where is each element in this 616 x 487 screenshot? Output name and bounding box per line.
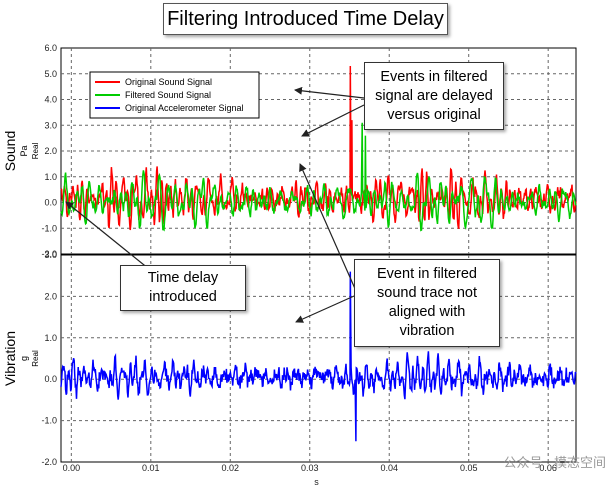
x-tick-label: 0.05	[460, 463, 478, 473]
y-tick-label: 0.0	[44, 374, 57, 384]
y-axis-unit-vibration: g	[19, 356, 29, 361]
y-axis-unit-sound: Pa	[19, 145, 29, 156]
legend-label: Original Accelerometer Signal	[125, 103, 244, 113]
callout-time-delay: Time delay introduced	[120, 265, 246, 311]
series-line-original-accelerometer-signal	[60, 271, 577, 442]
y-tick-label: 2.0	[44, 146, 57, 156]
y-tick-label: 4.0	[44, 95, 57, 105]
y-tick-label: 2.0	[44, 291, 57, 301]
x-tick-label: 0.06	[539, 463, 557, 473]
y-axis-label-vibration: Vibration	[2, 331, 18, 386]
x-tick-label: 0.00	[63, 463, 81, 473]
y-tick-label: -1.0	[41, 416, 57, 426]
y-tick-label: 5.0	[44, 69, 57, 79]
annotation-arrow	[299, 163, 361, 301]
y-tick-label: -1.0	[41, 223, 57, 233]
y-axis-scale-sound: Real	[31, 143, 40, 160]
y-axis-scale-vibration: Real	[31, 350, 40, 367]
x-axis-label: s	[314, 477, 319, 487]
y-tick-label: -2.0	[41, 249, 57, 259]
y-tick-label: 1.0	[44, 333, 57, 343]
y-tick-label: 1.0	[44, 172, 57, 182]
y-tick-label: 6.0	[44, 43, 57, 53]
y-tick-label: 0.0	[44, 198, 57, 208]
callout-event-not-aligned: Event in filtered sound trace not aligne…	[354, 259, 500, 347]
chart-title: Filtering Introduced Time Delay	[163, 3, 448, 35]
y-tick-label: -2.0	[41, 457, 57, 467]
annotation-arrow	[301, 104, 365, 137]
x-tick-label: 0.03	[301, 463, 319, 473]
x-tick-label: 0.02	[222, 463, 240, 473]
y-tick-label: 3.0	[44, 120, 57, 130]
y-tick-label: 3.0	[44, 250, 57, 260]
legend-label: Filtered Sound Signal	[125, 90, 211, 100]
legend-label: Original Sound Signal	[125, 77, 212, 87]
x-tick-label: 0.01	[142, 463, 160, 473]
x-tick-label: 0.04	[380, 463, 398, 473]
y-axis-label-sound: Sound	[2, 131, 18, 171]
callout-events-delayed: Events in filtered signal are delayed ve…	[364, 62, 504, 130]
watermark-text: 公众号 · 模态空间	[503, 455, 606, 470]
annotation-arrow	[294, 86, 365, 99]
